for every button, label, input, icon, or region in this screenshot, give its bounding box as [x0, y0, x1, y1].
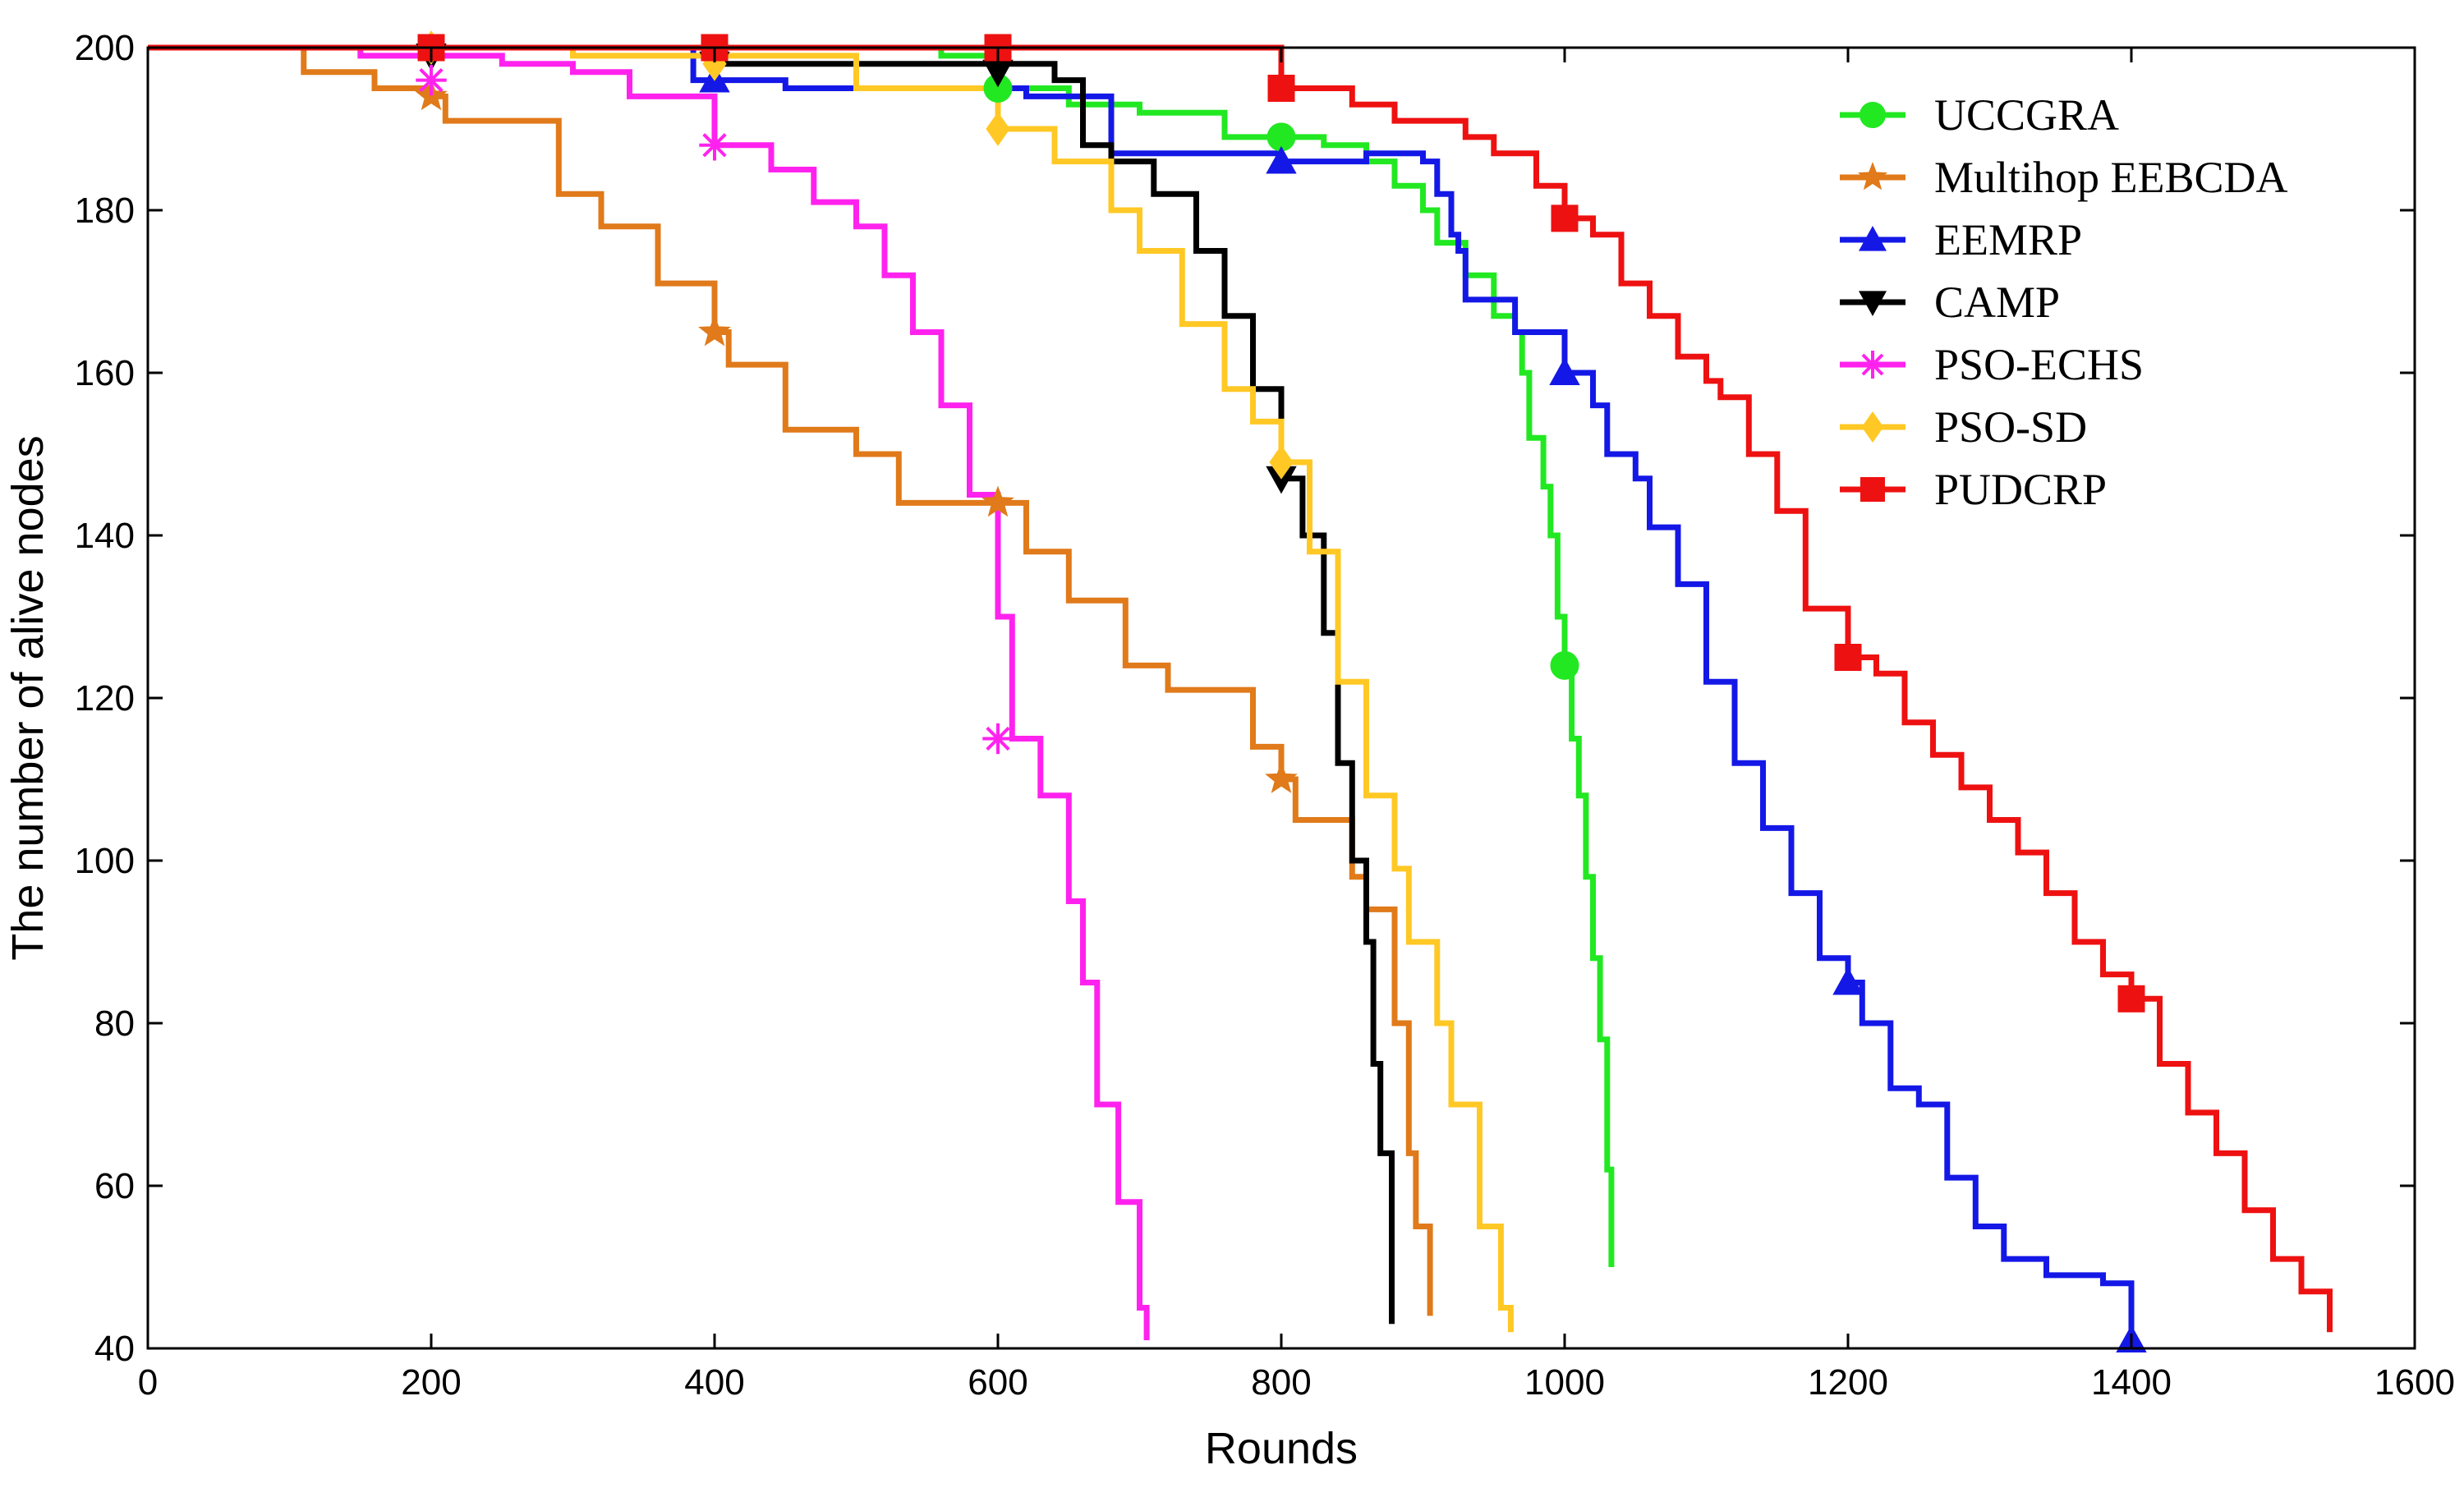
x-tick-label: 1600 — [2374, 1362, 2455, 1403]
legend: UCCGRA Multihop EEBCDA EEMRP CAMP PSO-ECHS PS… — [1815, 72, 2374, 532]
marker-pudcrp — [2117, 985, 2145, 1013]
marker-eemrp — [1549, 357, 1580, 385]
y-tick-label: 160 — [75, 353, 135, 393]
marker-pudcrp — [1834, 644, 1862, 671]
marker-pso-sd — [1269, 445, 1294, 480]
marker-pso-sd — [702, 46, 727, 81]
marker-pso-echs — [982, 723, 1014, 755]
marker-pso-echs — [416, 64, 447, 96]
legend-box — [1815, 72, 2374, 532]
marker-camp — [1266, 466, 1297, 494]
legend-label-pso-sd: PSO-SD — [1934, 402, 2087, 452]
legend-marker-uccgra — [1859, 102, 1886, 128]
x-tick-label: 0 — [138, 1362, 158, 1403]
marker-camp — [982, 59, 1014, 88]
marker-multihop-eebcda — [1265, 762, 1298, 793]
y-tick-label: 200 — [75, 28, 135, 68]
y-tick-label: 40 — [94, 1329, 135, 1369]
legend-marker-pso-sd — [1861, 411, 1884, 443]
x-tick-label: 1000 — [1524, 1362, 1605, 1403]
tick-layer: 0 200 400 600 800 1000 1200 1400 1600 40 60 80 100 12… — [75, 28, 2455, 1403]
legend-marker-pudcrp — [1860, 477, 1885, 502]
legend-label-pudcrp: PUDCRP — [1934, 465, 2107, 514]
legend-label-camp: CAMP — [1934, 278, 2060, 327]
x-tick-label: 1400 — [2091, 1362, 2172, 1403]
series-line-pso-sd — [148, 44, 1514, 1333]
series-line-pso-echs — [148, 44, 1150, 1341]
marker-pudcrp — [1267, 75, 1295, 102]
legend-marker-multihop-eebcda — [1857, 162, 1888, 191]
series-line-uccgra — [148, 44, 1615, 1267]
y-tick-label: 140 — [75, 516, 135, 556]
x-tick-label: 400 — [684, 1362, 744, 1403]
series-line-pudcrp — [148, 44, 2333, 1333]
x-axis-label: Rounds — [1205, 1424, 1358, 1473]
legend-label-pso-echs: PSO-ECHS — [1934, 340, 2144, 389]
legend-marker-pso-echs — [1859, 351, 1887, 379]
series-line-eemrp — [148, 44, 2135, 1341]
x-tick-label: 800 — [1251, 1362, 1311, 1403]
legend-label-uccgra: UCCGRA — [1934, 90, 2119, 140]
series-line-camp — [148, 44, 1395, 1325]
y-tick-label: 180 — [75, 191, 135, 231]
marker-multihop-eebcda — [981, 485, 1014, 517]
marker-pso-sd — [986, 112, 1010, 146]
legend-marker-camp — [1859, 291, 1887, 316]
y-tick-label: 80 — [94, 1003, 135, 1044]
marker-uccgra — [1550, 650, 1579, 680]
marker-eemrp — [1832, 967, 1864, 995]
y-tick-label: 100 — [75, 841, 135, 881]
x-tick-label: 600 — [968, 1362, 1027, 1403]
marker-eemrp — [1266, 145, 1297, 174]
marker-pudcrp — [1551, 204, 1579, 232]
y-tick-label: 60 — [94, 1166, 135, 1206]
legend-marker-eemrp — [1859, 226, 1887, 251]
series-layer — [148, 44, 2333, 1341]
marker-multihop-eebcda — [698, 315, 731, 347]
x-tick-label: 200 — [401, 1362, 461, 1403]
legend-label-eemrp: EEMRP — [1934, 215, 2082, 264]
y-axis-label: The number of alive nodes — [3, 435, 53, 960]
marker-pso-echs — [699, 130, 730, 161]
legend-label-multihop-eebcda: Multihop EEBCDA — [1934, 153, 2288, 202]
y-tick-label: 120 — [75, 678, 135, 719]
x-tick-label: 1200 — [1808, 1362, 1888, 1403]
